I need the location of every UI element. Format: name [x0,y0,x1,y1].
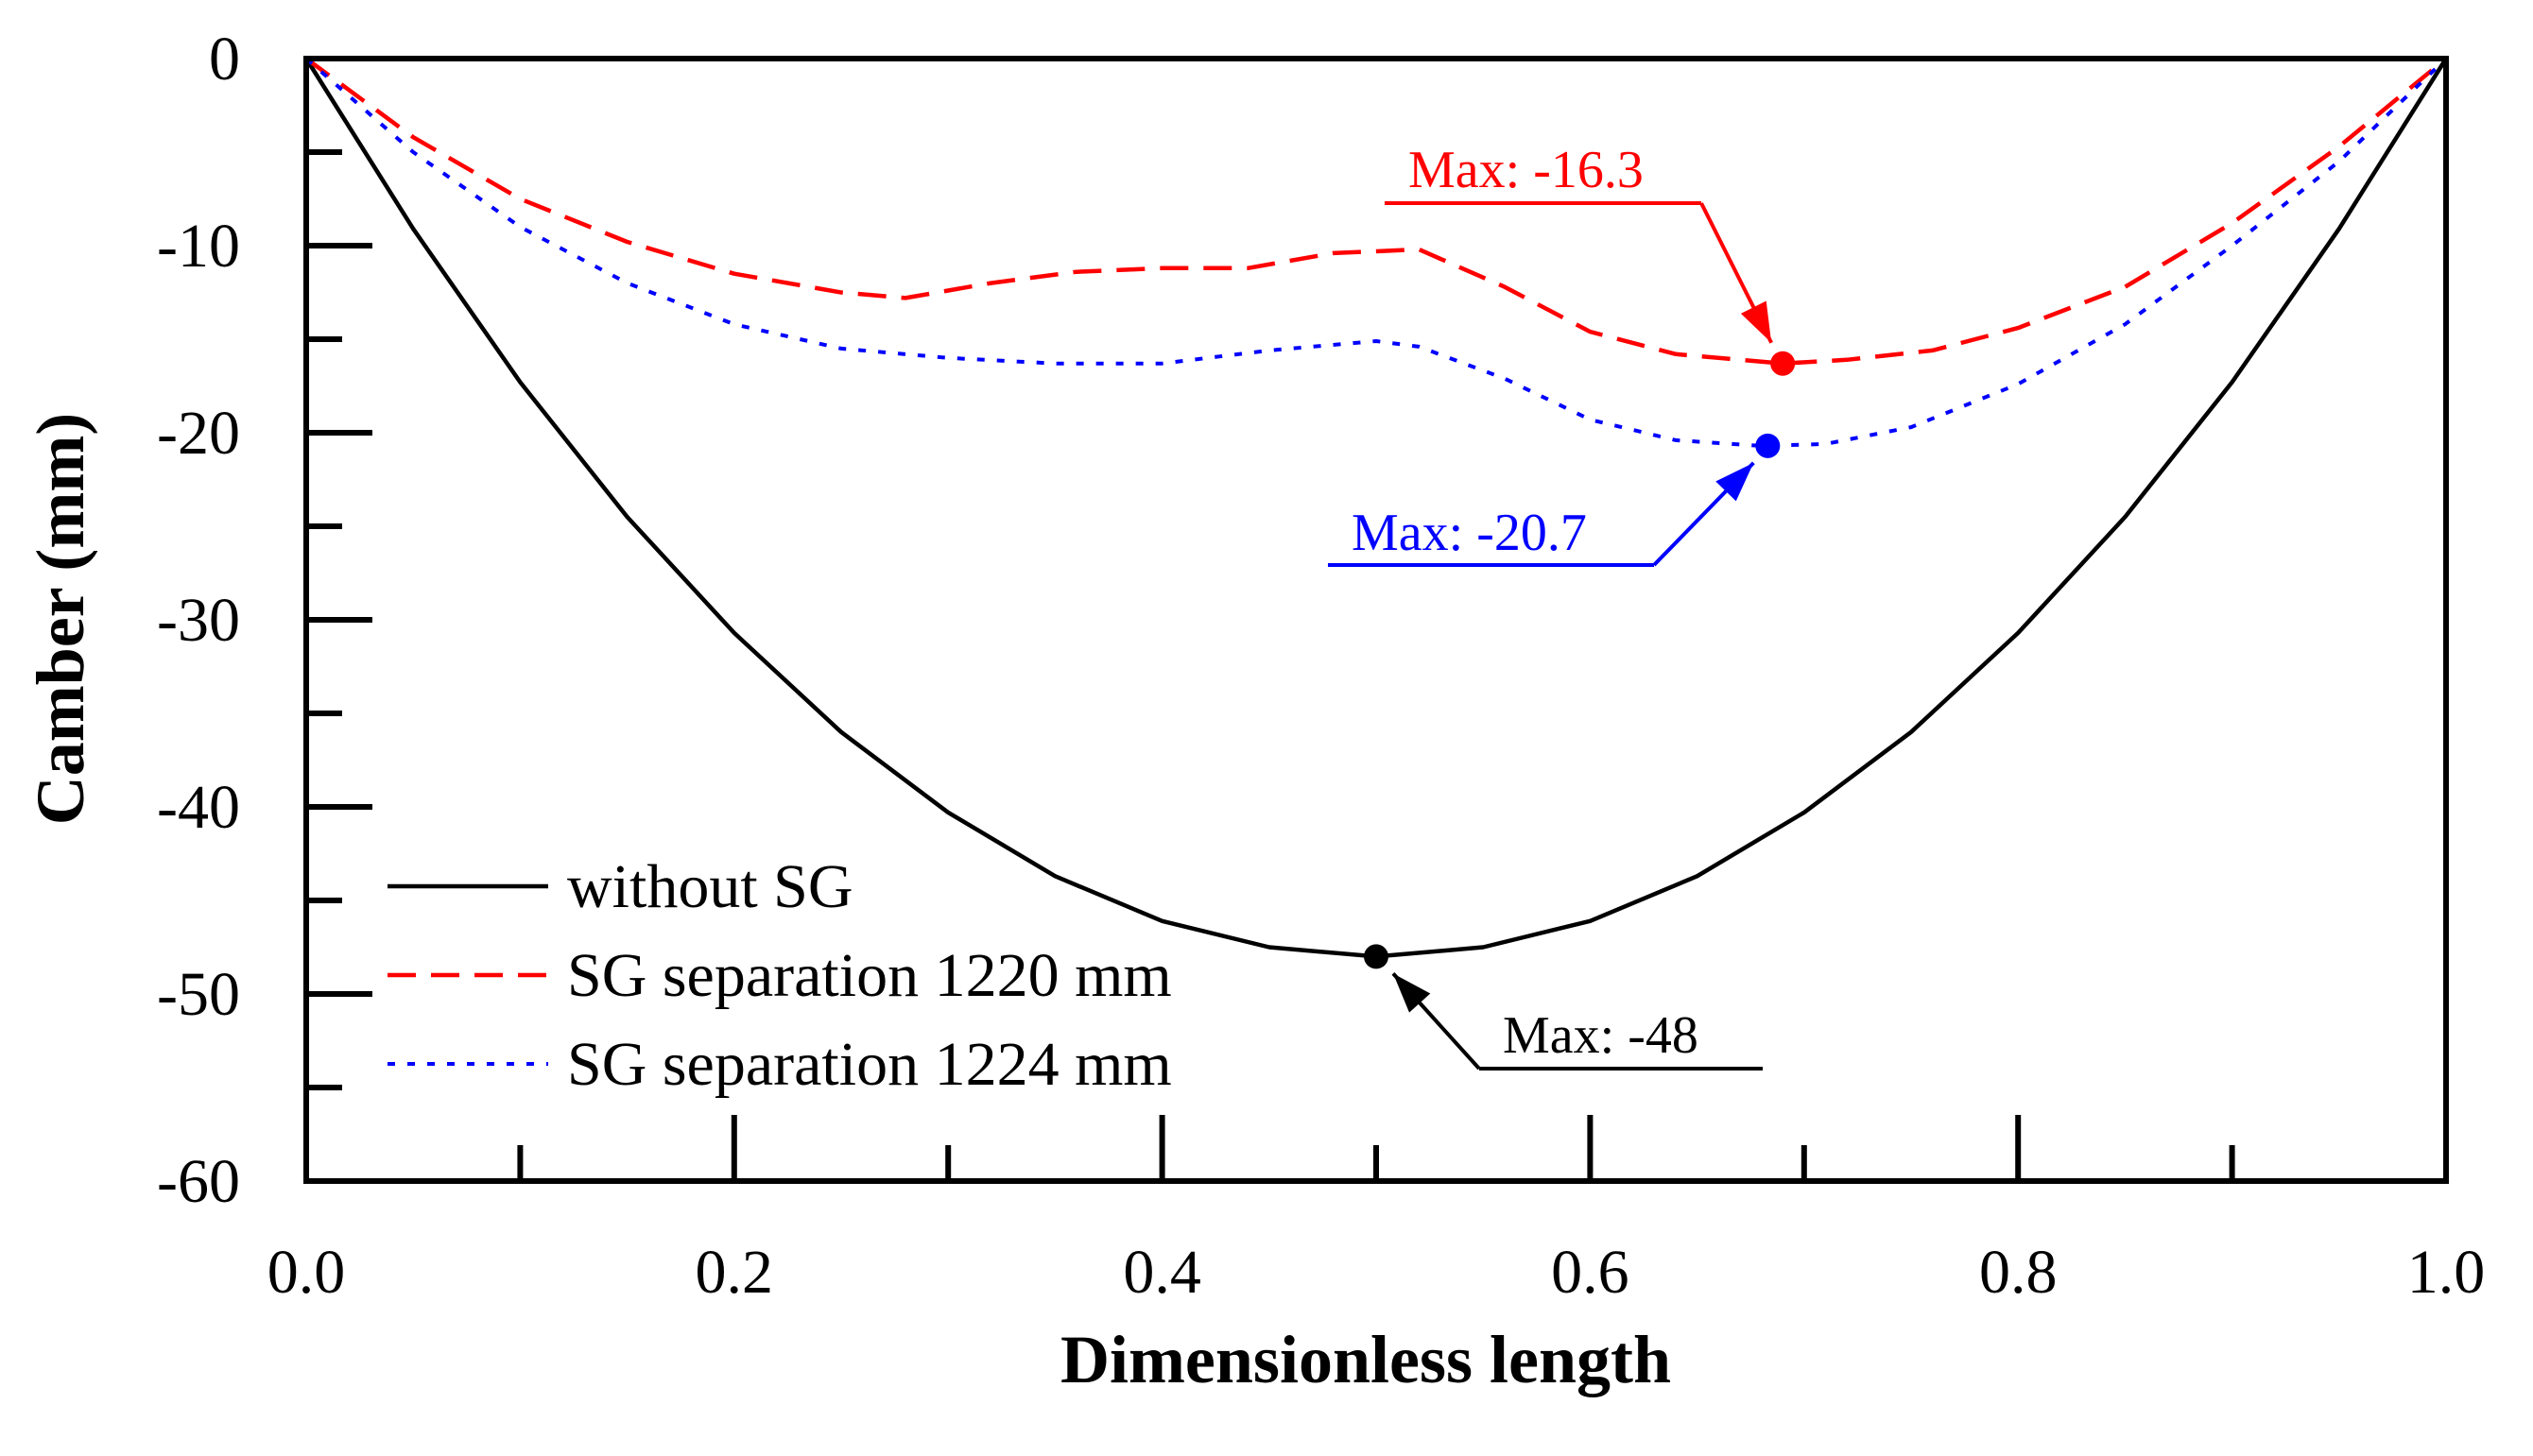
annotation-text-1: Max: -16.3 [1408,141,1644,199]
y-tick-label-3: -30 [157,586,240,655]
annotation-text-3: Max: -48 [1503,1006,1698,1065]
annotation-arrowhead-2 [1715,462,1754,502]
max-marker-2 [1755,433,1781,458]
y-tick-label-4: -40 [157,773,240,842]
x-axis-title: Dimensionless length [1060,1322,1671,1397]
x-tick-label-1: 0.2 [696,1238,774,1307]
annotation-arrowhead-3 [1393,973,1431,1013]
marker-layer [1364,351,1796,969]
annotation-layer: Max: -16.3 Max: -20.7 Max: -48 [1328,141,1773,1071]
x-tick-label-0: 0.0 [267,1238,346,1307]
x-tick-label-4: 0.8 [1979,1238,2058,1307]
x-tick-label-3: 0.6 [1551,1238,1629,1307]
y-tick-label-2: -20 [157,399,240,468]
annotation-arrowhead-1 [1740,300,1772,343]
tick-label-layer: 0.0 0.2 0.4 0.6 0.8 1.0 0 -10 -20 -30 -40 -50 -60 [157,25,2485,1307]
max-marker-3 [1364,944,1388,969]
annotation-text-2: Max: -20.7 [1352,504,1587,562]
max-marker-1 [1770,351,1796,376]
series-line-2 [304,57,2448,366]
x-tick-label-2: 0.4 [1123,1238,1201,1307]
y-axis-title: Camber (mm) [23,413,98,826]
legend-label-1: without SG [567,852,853,921]
x-tick-label-5: 1.0 [2407,1238,2486,1307]
y-tick-label-6: -60 [157,1147,240,1216]
legend: without SG SG separation 1220 mm SG separa… [388,852,1172,1099]
y-tick-label-5: -50 [157,960,240,1029]
y-tick-label-0: 0 [209,25,240,94]
tick-layer [303,56,2449,1184]
y-tick-label-1: -10 [157,212,240,281]
series-line-3 [304,57,2448,448]
legend-label-3: SG separation 1224 mm [567,1030,1172,1099]
legend-label-2: SG separation 1220 mm [567,941,1172,1010]
